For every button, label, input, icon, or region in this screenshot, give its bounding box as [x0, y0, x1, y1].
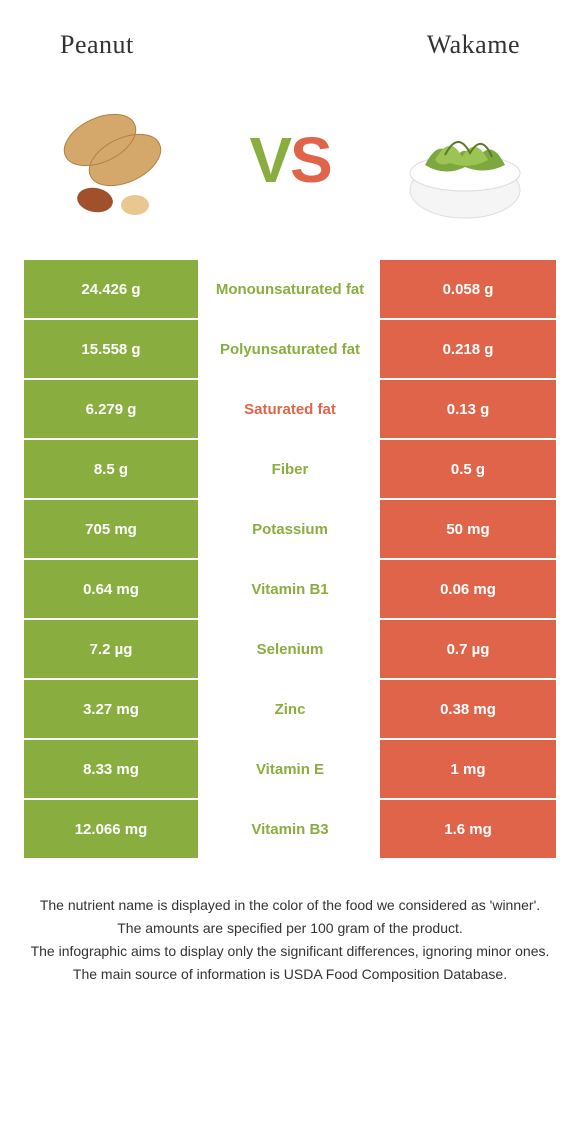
right-value-cell: 0.13 g	[380, 380, 558, 440]
footer-notes: The nutrient name is displayed in the co…	[0, 860, 580, 985]
left-food-title: Peanut	[60, 30, 134, 60]
table-row: 15.558 gPolyunsaturated fat0.218 g	[22, 320, 558, 380]
vs-s: S	[290, 124, 331, 196]
left-value-cell: 0.64 mg	[22, 560, 200, 620]
left-value-cell: 12.066 mg	[22, 800, 200, 860]
right-food-title: Wakame	[427, 30, 520, 60]
right-value-cell: 0.06 mg	[380, 560, 558, 620]
right-value-cell: 0.5 g	[380, 440, 558, 500]
right-value-cell: 0.218 g	[380, 320, 558, 380]
table-row: 8.5 gFiber0.5 g	[22, 440, 558, 500]
nutrient-label-cell: Selenium	[200, 620, 380, 680]
table-row: 8.33 mgVitamin E1 mg	[22, 740, 558, 800]
right-value-cell: 0.38 mg	[380, 680, 558, 740]
images-row: VS	[0, 75, 580, 260]
vs-v: V	[249, 124, 290, 196]
nutrient-label-cell: Potassium	[200, 500, 380, 560]
nutrient-label-cell: Vitamin B3	[200, 800, 380, 860]
table-row: 0.64 mgVitamin B10.06 mg	[22, 560, 558, 620]
nutrient-label-cell: Polyunsaturated fat	[200, 320, 380, 380]
left-value-cell: 7.2 µg	[22, 620, 200, 680]
left-value-cell: 3.27 mg	[22, 680, 200, 740]
right-value-cell: 1.6 mg	[380, 800, 558, 860]
footer-line-1: The nutrient name is displayed in the co…	[30, 895, 550, 916]
table-row: 6.279 gSaturated fat0.13 g	[22, 380, 558, 440]
nutrient-label-cell: Vitamin B1	[200, 560, 380, 620]
header-row: Peanut Wakame	[0, 0, 580, 75]
footer-line-2: The amounts are specified per 100 gram o…	[30, 918, 550, 939]
right-value-cell: 0.7 µg	[380, 620, 558, 680]
right-value-cell: 1 mg	[380, 740, 558, 800]
nutrient-label-cell: Zinc	[200, 680, 380, 740]
nutrient-label-cell: Fiber	[200, 440, 380, 500]
left-value-cell: 8.5 g	[22, 440, 200, 500]
wakame-image	[390, 85, 540, 235]
nutrient-label-cell: Saturated fat	[200, 380, 380, 440]
table-row: 12.066 mgVitamin B31.6 mg	[22, 800, 558, 860]
left-value-cell: 24.426 g	[22, 260, 200, 320]
right-value-cell: 0.058 g	[380, 260, 558, 320]
table-row: 705 mgPotassium50 mg	[22, 500, 558, 560]
table-row: 24.426 gMonounsaturated fat0.058 g	[22, 260, 558, 320]
vs-label: VS	[249, 123, 330, 197]
footer-line-3: The infographic aims to display only the…	[30, 941, 550, 962]
table-row: 3.27 mgZinc0.38 mg	[22, 680, 558, 740]
right-value-cell: 50 mg	[380, 500, 558, 560]
left-value-cell: 8.33 mg	[22, 740, 200, 800]
footer-line-4: The main source of information is USDA F…	[30, 964, 550, 985]
nutrient-label-cell: Vitamin E	[200, 740, 380, 800]
nutrient-label-cell: Monounsaturated fat	[200, 260, 380, 320]
left-value-cell: 15.558 g	[22, 320, 200, 380]
comparison-table: 24.426 gMonounsaturated fat0.058 g15.558…	[22, 260, 558, 860]
peanut-image	[40, 85, 190, 235]
table-row: 7.2 µgSelenium0.7 µg	[22, 620, 558, 680]
left-value-cell: 6.279 g	[22, 380, 200, 440]
left-value-cell: 705 mg	[22, 500, 200, 560]
